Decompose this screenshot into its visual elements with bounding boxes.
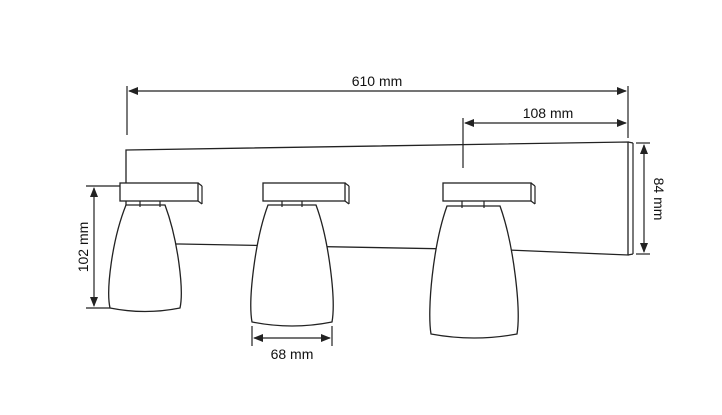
dimension-total-width: 610 mm	[126, 73, 629, 138]
spot-3-bracket	[442, 182, 532, 202]
total-width-label: 610 mm	[352, 73, 403, 89]
spot-2-bracket	[262, 182, 346, 202]
spot-offset-label: 108 mm	[523, 105, 574, 121]
spot-3-shade	[429, 205, 519, 339]
dimension-spot-offset: 108 mm	[462, 105, 627, 168]
shade-height-label: 102 mm	[75, 222, 91, 273]
plate-height-label: 84 mm	[651, 178, 667, 221]
spot-1-bracket	[119, 182, 199, 202]
spot-1-shade	[108, 204, 182, 313]
spot-light-2	[250, 182, 350, 327]
shade-width-label: 68 mm	[271, 346, 314, 362]
spot-2-shade	[250, 204, 334, 327]
dimension-shade-height: 102 mm	[75, 185, 120, 309]
spot-light-1	[108, 182, 203, 313]
spot-light-3	[429, 182, 536, 339]
dimension-shade-width: 68 mm	[251, 326, 333, 362]
dimension-plate-height: 84 mm	[636, 142, 667, 255]
